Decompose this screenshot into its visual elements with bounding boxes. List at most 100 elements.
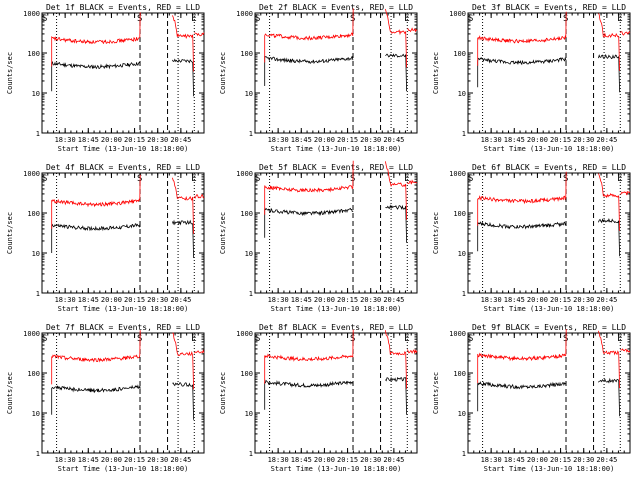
lld-series-line: [264, 160, 354, 215]
detector-panel-7: Det 7f BLACK = Events, RED = LLD 1 10 100 10…: [6, 323, 205, 473]
y-axis-label: Counts/sec: [219, 52, 227, 94]
x-tick-label: 20:15: [124, 456, 145, 464]
x-tick-label: 18:30: [55, 136, 76, 144]
x-tick-label: 20:45: [170, 456, 191, 464]
y-tick-label: 100: [453, 210, 466, 218]
x-tick-label: 18:30: [481, 456, 502, 464]
y-tick-label: 1: [462, 450, 466, 458]
detector-panel-3: Det 3f BLACK = Events, RED = LLD 1 10 100 10…: [432, 3, 631, 153]
x-tick-label: 18:45: [78, 296, 99, 304]
y-tick-label: 1: [462, 130, 466, 138]
x-tick-label: 20:30: [147, 136, 168, 144]
x-tick-label: 20:00: [314, 136, 335, 144]
lld-series-line: [193, 349, 205, 354]
lld-series-line: [172, 332, 194, 390]
y-tick-label: 10: [458, 250, 466, 258]
x-tick-label: 18:30: [481, 296, 502, 304]
x-tick-label: 20:45: [383, 136, 404, 144]
x-axis-label: Start Time (13-Jun-10 18:18:00): [58, 465, 189, 473]
lld-series-line: [194, 32, 205, 37]
y-tick-label: 10: [245, 90, 253, 98]
end-marker-label: E: [191, 14, 196, 24]
x-tick-label: 18:30: [55, 456, 76, 464]
y-tick-label: 100: [240, 370, 253, 378]
plot-frame: [254, 12, 418, 134]
start-marker-label: S: [42, 14, 47, 24]
y-axis-label: Counts/sec: [6, 212, 14, 254]
x-axis-label: Start Time (13-Jun-10 18:18:00): [271, 145, 402, 153]
y-tick-label: 100: [27, 370, 40, 378]
lld-series-line: [264, 8, 354, 63]
x-tick-label: 20:15: [337, 456, 358, 464]
start-marker-label: S: [42, 334, 47, 344]
x-tick-label: 18:45: [291, 136, 312, 144]
x-tick-label: 20:15: [337, 136, 358, 144]
y-tick-label: 10: [32, 250, 40, 258]
end-marker-label: E: [617, 14, 622, 24]
panel-title: Det 2f BLACK = Events, RED = LLD: [259, 3, 413, 12]
lld-series-line: [598, 13, 620, 71]
x-tick-label: 18:45: [78, 456, 99, 464]
lld-series-line: [51, 330, 141, 385]
events-series-line: [264, 207, 354, 238]
lld-series-line: [385, 161, 407, 220]
events-series-line: [51, 384, 141, 415]
x-tick-label: 18:30: [268, 136, 289, 144]
plot-frame: [467, 12, 631, 134]
events-series-line: [385, 53, 407, 92]
x-axis-label: Start Time (13-Jun-10 18:18:00): [58, 145, 189, 153]
y-tick-label: 100: [240, 50, 253, 58]
panel-title: Det 7f BLACK = Events, RED = LLD: [46, 323, 200, 332]
detector-panel-6: Det 6f BLACK = Events, RED = LLD 1 10 100 10…: [432, 163, 631, 313]
x-tick-label: 20:45: [596, 456, 617, 464]
y-axis-label: Counts/sec: [432, 372, 440, 414]
lld-series-line: [620, 191, 631, 196]
x-tick-label: 20:30: [360, 456, 381, 464]
plot-frame: [41, 12, 205, 134]
y-tick-label: 10: [32, 410, 40, 418]
x-axis-label: Start Time (13-Jun-10 18:18:00): [58, 305, 189, 313]
panel-title: Det 4f BLACK = Events, RED = LLD: [46, 163, 200, 172]
y-tick-label: 10: [32, 90, 40, 98]
plot-frame: [254, 172, 418, 294]
y-tick-label: 100: [27, 210, 40, 218]
x-tick-label: 20:45: [170, 136, 191, 144]
end-marker-label: E: [617, 174, 622, 184]
x-tick-label: 20:00: [314, 296, 335, 304]
y-tick-label: 1000: [23, 10, 40, 18]
y-tick-label: 1000: [236, 330, 253, 338]
y-tick-label: 1000: [23, 330, 40, 338]
events-series-line: [477, 381, 567, 412]
y-tick-label: 1: [249, 290, 253, 298]
y-tick-label: 1000: [236, 10, 253, 18]
y-tick-label: 1000: [449, 330, 466, 338]
x-tick-label: 20:45: [383, 456, 404, 464]
start-marker-label: S: [255, 334, 260, 344]
x-tick-label: 20:30: [573, 456, 594, 464]
lld-series-line: [172, 15, 194, 72]
x-axis-label: Start Time (13-Jun-10 18:18:00): [484, 465, 615, 473]
x-tick-label: 20:15: [124, 136, 145, 144]
y-tick-label: 1000: [236, 170, 253, 178]
x-tick-label: 20:30: [573, 296, 594, 304]
x-tick-label: 18:45: [504, 136, 525, 144]
lld-series-line: [264, 329, 354, 384]
x-tick-label: 18:30: [268, 296, 289, 304]
x-tick-label: 20:00: [527, 136, 548, 144]
panel-title: Det 3f BLACK = Events, RED = LLD: [472, 3, 626, 12]
plot-frame: [254, 332, 418, 454]
plot-frame: [41, 332, 205, 454]
end-marker-label: E: [404, 14, 409, 24]
lld-series-line: [193, 194, 205, 199]
x-axis-label: Start Time (13-Jun-10 18:18:00): [484, 145, 615, 153]
y-tick-label: 1000: [449, 170, 466, 178]
y-tick-label: 10: [458, 90, 466, 98]
x-tick-label: 18:30: [268, 456, 289, 464]
y-tick-label: 1: [36, 130, 40, 138]
events-series-line: [385, 376, 407, 415]
panel-title: Det 8f BLACK = Events, RED = LLD: [259, 323, 413, 332]
x-tick-label: 20:15: [550, 296, 571, 304]
events-series-line: [598, 53, 620, 93]
y-tick-label: 100: [453, 370, 466, 378]
